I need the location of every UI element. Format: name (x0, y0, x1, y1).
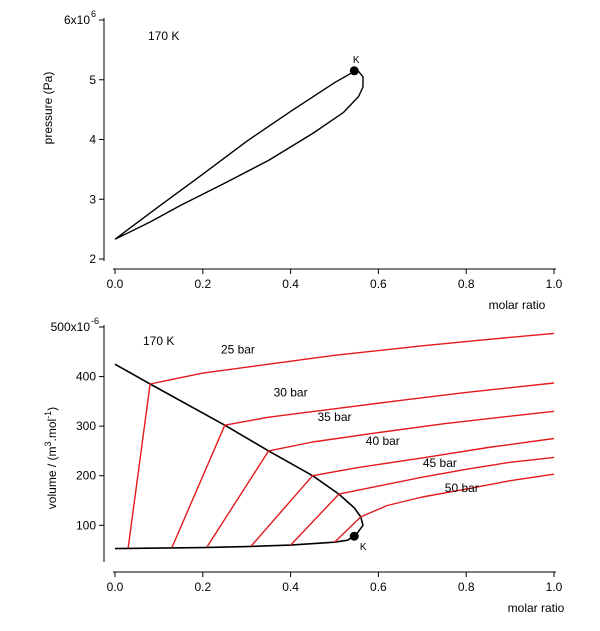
isobar-40-bar (250, 437, 555, 547)
y-tick-label: 100 (76, 518, 96, 532)
y-tick-label: 200 (76, 469, 96, 483)
x-axis-title: molar ratio (508, 601, 565, 615)
phase-envelope-line (114, 363, 364, 550)
isobar-label: 50 bar (445, 481, 479, 495)
isobar-30-bar (171, 382, 555, 548)
y-tick-label: 5 (89, 73, 96, 87)
y-tick-label: 500x10 (51, 320, 91, 334)
y-tick-label: 4 (89, 133, 96, 147)
isobar-35-bar (206, 410, 555, 547)
x-tick-label: 0.4 (282, 580, 299, 594)
y-tick-label: 2 (89, 252, 96, 266)
x-tick-label: 1.0 (546, 277, 563, 291)
isobar-45-bar (290, 456, 555, 546)
pressure-chart: 170 K pressure (Pa) molar ratio 0.0 0.2 0.… (41, 9, 563, 312)
x-tick-label: 0.6 (370, 277, 387, 291)
volume-chart: 170 K volume / (m3.mol-1) molar ratio 0.… (43, 316, 565, 615)
temperature-label: 170 K (148, 29, 179, 43)
x-tick-label: 0.6 (370, 580, 387, 594)
isobar-50-bar (334, 473, 555, 543)
x-axis-title: molar ratio (489, 298, 546, 312)
isobar-label: 45 bar (423, 456, 457, 470)
critical-point-label: K (353, 55, 360, 66)
x-tick-label: 0.4 (282, 277, 299, 291)
y-tick-exponent: -6 (91, 316, 99, 326)
y-tick-label: 6x10 (64, 13, 90, 27)
y-axis-title: pressure (Pa) (41, 72, 55, 145)
x-tick-label: 1.0 (546, 580, 563, 594)
x-tick-label: 0.8 (458, 277, 475, 291)
x-tick-label: 0.0 (107, 580, 124, 594)
y-tick-label: 300 (76, 419, 96, 433)
critical-point-marker (349, 531, 359, 541)
x-tick-label: 0.2 (194, 277, 211, 291)
isobar-label: 30 bar (274, 385, 308, 399)
y-axis-title: volume / (m3.mol-1) (43, 407, 59, 509)
y-tick-exponent: 6 (91, 9, 96, 19)
critical-point-marker (349, 66, 359, 76)
phase-loop-line (114, 70, 364, 240)
critical-point-label: K (360, 542, 367, 553)
x-tick-label: 0.0 (107, 277, 124, 291)
isobar-label: 35 bar (317, 410, 351, 424)
isobar-label: 40 bar (366, 434, 400, 448)
isobar-label: 25 bar (221, 342, 255, 356)
x-tick-label: 0.8 (458, 580, 475, 594)
y-tick-label: 400 (76, 370, 96, 384)
y-tick-label: 3 (89, 192, 96, 206)
isobar-25-bar (127, 332, 555, 548)
temperature-label: 170 K (143, 334, 174, 348)
x-tick-label: 0.2 (194, 580, 211, 594)
